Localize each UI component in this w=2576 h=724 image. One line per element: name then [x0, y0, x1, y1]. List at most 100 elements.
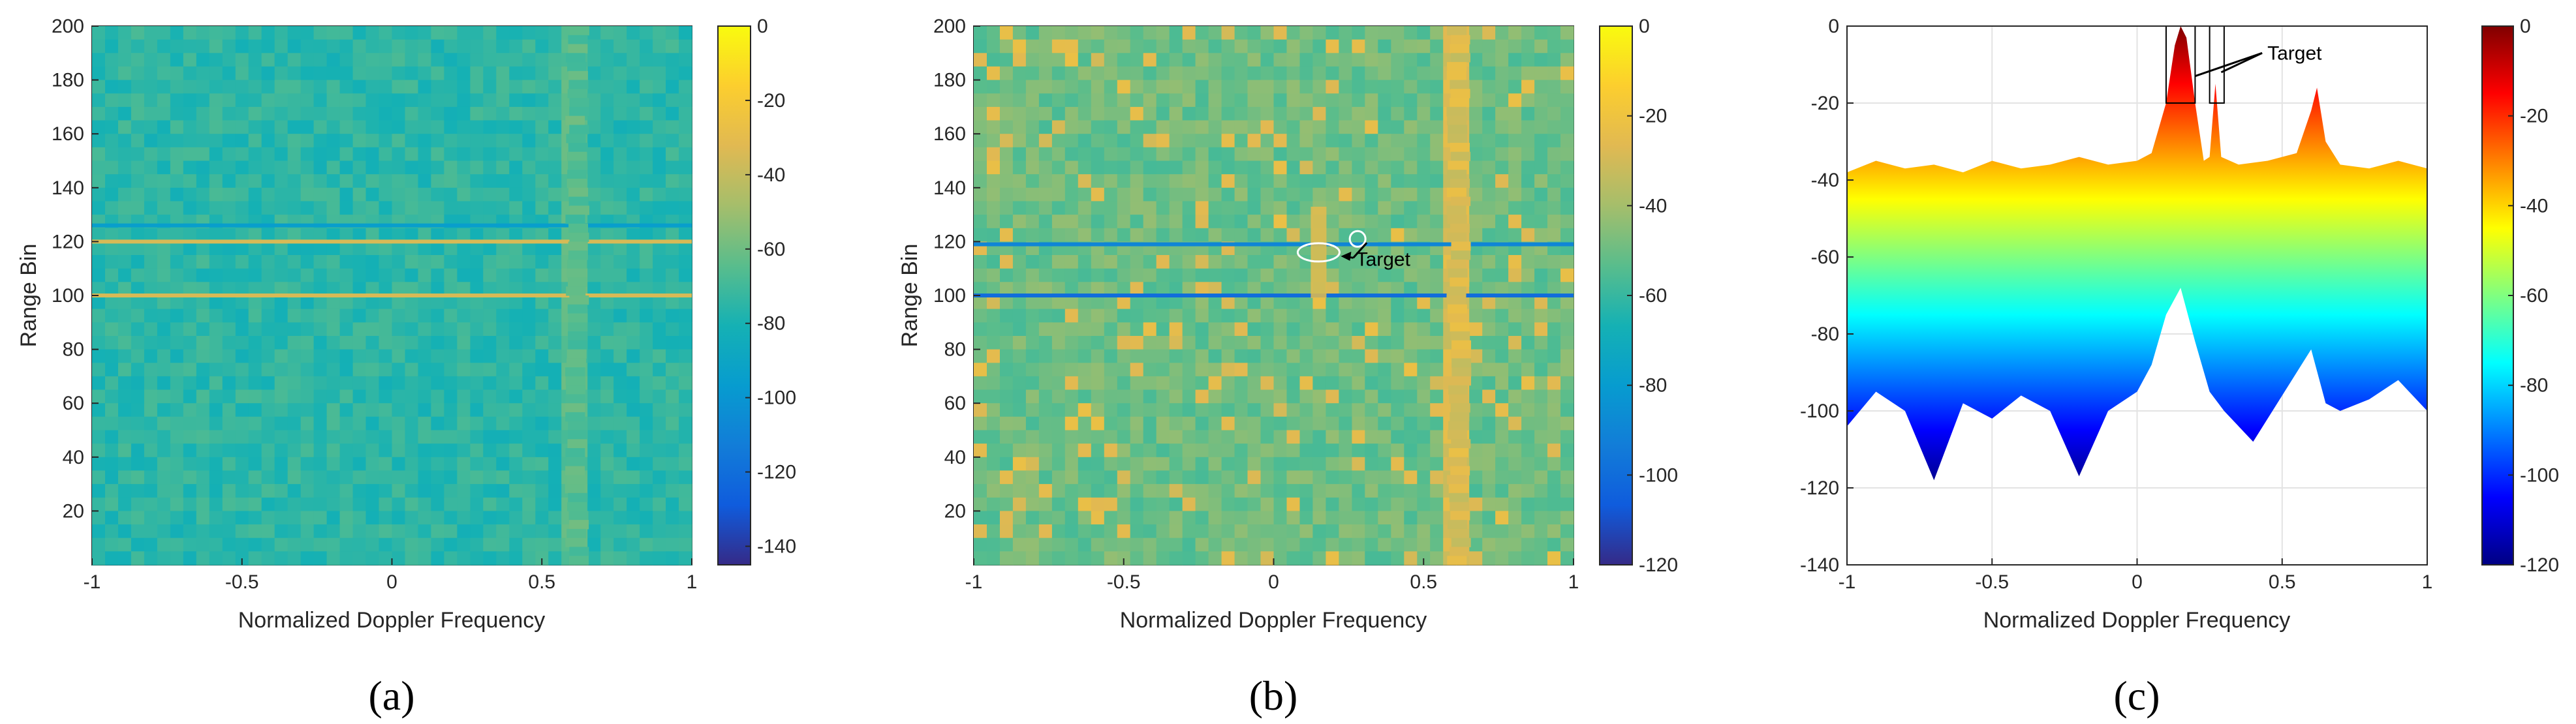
panel-b-heatmap-cell — [1064, 444, 1079, 458]
panel-a-heatmap-cell — [248, 66, 262, 81]
panel-b-heatmap-cell — [1143, 201, 1157, 215]
panel-a-heatmap-cell — [313, 53, 328, 67]
panel-a-heatmap-cell — [653, 80, 666, 94]
panel-a-heatmap-cell — [522, 134, 536, 148]
panel-a-heatmap-cell — [627, 26, 640, 40]
panel-b-heatmap-cell — [1521, 376, 1535, 391]
panel-a-heatmap-cell — [352, 295, 367, 310]
panel-b-heatmap-cell — [1051, 26, 1066, 40]
panel-a-heatmap-cell — [457, 174, 471, 189]
panel-a-vertical-band-feature — [568, 160, 588, 170]
panel-b-heatmap-cell — [1051, 376, 1066, 391]
panel-a-heatmap-cell — [157, 470, 171, 485]
panel-a-vertical-band-feature — [568, 340, 588, 350]
panel-b-heatmap-cell — [1025, 497, 1040, 512]
panel-a-heatmap-cell — [470, 241, 484, 256]
panel-b-heatmap-cell — [1247, 215, 1262, 229]
panel-a-heatmap-cell — [392, 228, 406, 243]
panel-a-heatmap-cell — [535, 470, 549, 485]
panel-b-heatmap-cell — [1143, 389, 1157, 404]
panel-a-heatmap-cell — [170, 457, 184, 472]
panel-b-heatmap-cell — [1417, 376, 1431, 391]
panel-a-heatmap-cell — [131, 484, 145, 498]
panel-a-heatmap-cell — [496, 255, 510, 269]
panel-b-vertical-band-feature — [1448, 484, 1468, 494]
panel-b-heatmap-cell — [1365, 416, 1378, 431]
panel-a-heatmap-cell — [209, 66, 223, 81]
panel-b-heatmap-cell — [1051, 511, 1066, 525]
panel-b-vertical-band-feature — [1446, 259, 1466, 269]
panel-a-heatmap-cell — [196, 241, 210, 256]
panel-a-heatmap-cell — [444, 376, 458, 391]
panel-b-heatmap-cell — [1012, 215, 1027, 229]
panel-b-heatmap-cell — [1482, 444, 1496, 458]
panel-a-heatmap-cell — [326, 174, 341, 189]
panel-b-heatmap-cell — [1025, 66, 1040, 81]
panel-a-heatmap-cell — [339, 187, 354, 202]
panel-a-y-tick-label: 120 — [52, 231, 84, 252]
panel-a-heatmap-cell — [496, 187, 510, 202]
panel-a-heatmap-cell — [457, 511, 471, 525]
panel-b-heatmap-cell — [1104, 187, 1118, 202]
panel-b-heatmap-cell — [1430, 106, 1444, 121]
panel-b-heatmap-cell — [1156, 80, 1170, 94]
panel-a-heatmap-cell — [600, 470, 614, 485]
panel-a-heatmap-cell — [679, 363, 692, 377]
panel-a-heatmap-cell — [483, 537, 497, 552]
panel-a-heatmap-cell — [679, 282, 692, 296]
panel-a-heatmap-cell — [365, 444, 380, 458]
panel-a-heatmap-cell — [679, 160, 692, 175]
panel-b-heatmap-cell — [1195, 363, 1209, 377]
panel-a-heatmap-cell — [352, 524, 367, 539]
panel-a-heatmap-cell — [379, 470, 393, 485]
panel-b-heatmap-cell — [1404, 537, 1418, 552]
panel-a-heatmap-cell — [313, 147, 328, 162]
panel-b-vertical-band-feature — [1446, 295, 1466, 305]
panel-a-heatmap-cell — [470, 147, 484, 162]
panel-b-heatmap-cell — [1234, 389, 1249, 404]
panel-a-heatmap-cell — [235, 511, 249, 525]
panel-a-heatmap-cell — [470, 416, 484, 431]
panel-a-heatmap-cell — [300, 349, 315, 363]
panel-a-heatmap-cell — [92, 26, 106, 40]
panel-b-heatmap-cell — [1312, 39, 1326, 53]
panel-b-heatmap-cell — [1404, 430, 1418, 444]
panel-b-heatmap-cell — [1025, 187, 1040, 202]
panel-b-heatmap-cell — [1117, 457, 1131, 472]
panel-a-heatmap-cell — [326, 497, 341, 512]
panel-b-heatmap-cell — [1234, 53, 1249, 67]
panel-b-heatmap-cell — [987, 187, 1001, 202]
panel-b-heatmap-cell — [1208, 363, 1222, 377]
panel-b-heatmap-cell — [1273, 444, 1288, 458]
panel-a-heatmap-cell — [105, 376, 119, 391]
panel-a-heatmap-cell — [496, 295, 510, 310]
panel-b-heatmap-cell — [1169, 322, 1183, 337]
panel-b-heatmap-cell — [1469, 430, 1483, 444]
panel-a-heatmap-cell — [222, 309, 236, 323]
panel-b-heatmap-cell — [1143, 376, 1157, 391]
panel-a-heatmap-cell — [157, 53, 171, 67]
panel-a-heatmap-cell — [522, 322, 536, 337]
panel-a-heatmap-cell — [587, 147, 601, 162]
panel-a-heatmap-cell — [222, 376, 236, 391]
panel-b-heatmap-cell — [1051, 93, 1066, 108]
panel-a-heatmap-cell — [444, 295, 458, 310]
panel-b-heatmap-cell — [1495, 93, 1509, 108]
panel-a-heatmap-cell — [679, 26, 692, 40]
panel-a-heatmap-cell — [209, 134, 223, 148]
panel-b-heatmap-cell — [1391, 80, 1404, 94]
panel-b-heatmap-cell — [1534, 215, 1548, 229]
panel-b-heatmap-cell — [1286, 389, 1301, 404]
panel-a-heatmap-cell — [118, 484, 132, 498]
panel-b-heatmap-cell — [1469, 187, 1483, 202]
panel-b-heatmap-cell — [1182, 80, 1196, 94]
panel-a-heatmap-cell — [640, 336, 653, 350]
panel-a-heatmap-cell — [105, 309, 119, 323]
panel-b-heatmap-cell — [1547, 201, 1561, 215]
panel-b-heatmap-cell — [1104, 295, 1118, 310]
panel-b-vertical-band-feature — [1447, 556, 1467, 566]
panel-b-heatmap-cell — [1312, 336, 1326, 350]
panel-a-heatmap-cell — [287, 255, 302, 269]
panel-a-heatmap-cell — [287, 457, 302, 472]
panel-a-heatmap-cell — [183, 241, 197, 256]
